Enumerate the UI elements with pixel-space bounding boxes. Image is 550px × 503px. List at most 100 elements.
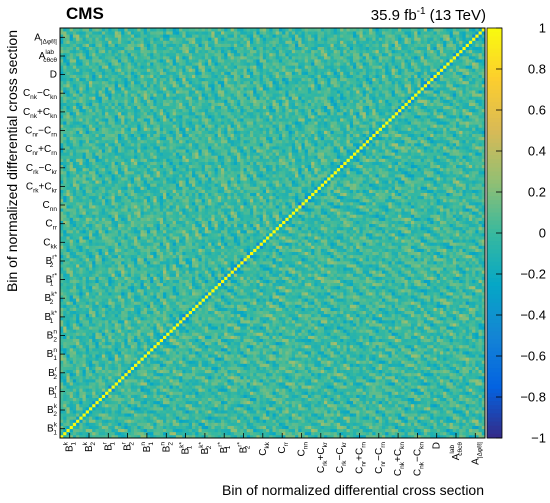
heatmap-cell	[208, 378, 212, 383]
heatmap-cell	[259, 425, 264, 430]
heatmap-cell	[130, 388, 135, 392]
heatmap-cell	[401, 425, 405, 430]
heatmap-cell	[159, 428, 164, 433]
heatmap-cell	[172, 341, 177, 346]
heatmap-cell	[105, 326, 109, 330]
heatmap-cell	[230, 341, 235, 346]
heatmap-cell	[127, 413, 132, 417]
heatmap-cell	[352, 406, 357, 411]
heatmap-cell	[150, 413, 154, 417]
heatmap-cell	[446, 397, 450, 402]
heatmap-cell	[60, 372, 64, 377]
heatmap-cell	[63, 323, 67, 327]
heatmap-cell	[269, 391, 273, 395]
heatmap-cell	[192, 335, 196, 339]
heatmap-cell	[150, 326, 154, 330]
heatmap-cell	[327, 344, 331, 349]
heatmap-cell	[140, 347, 145, 352]
heatmap-cell	[385, 419, 389, 423]
heatmap-cell	[185, 347, 190, 352]
heatmap-cell	[201, 363, 206, 367]
heatmap-cell	[204, 354, 209, 358]
heatmap-cell	[481, 391, 486, 395]
heatmap-cell	[82, 332, 87, 336]
heatmap-cell	[456, 335, 460, 339]
heatmap-cell	[311, 360, 315, 364]
heatmap-cell	[298, 326, 302, 330]
heatmap-cell	[175, 323, 180, 327]
heatmap-cell	[137, 369, 141, 374]
heatmap-cell	[246, 422, 251, 426]
heatmap-cell	[195, 360, 199, 364]
heatmap-cell	[439, 357, 444, 361]
heatmap-cell	[439, 400, 444, 405]
heatmap-cell	[340, 351, 344, 355]
heatmap-cell	[95, 344, 99, 349]
heatmap-cell	[227, 431, 231, 436]
heatmap-cell	[182, 341, 186, 346]
heatmap-cell	[295, 360, 299, 364]
heatmap-cell	[462, 375, 467, 380]
heatmap-cell	[385, 357, 389, 361]
heatmap-cell	[204, 351, 209, 355]
heatmap-cell	[169, 394, 174, 398]
heatmap-cell	[72, 419, 77, 423]
heatmap-cell	[275, 403, 280, 408]
heatmap-cell	[333, 434, 338, 439]
heatmap-cell	[134, 431, 138, 436]
heatmap-cell	[417, 372, 421, 377]
heatmap-cell	[217, 347, 222, 352]
heatmap-cell	[282, 413, 286, 417]
heatmap-cell	[343, 351, 347, 355]
heatmap-cell	[462, 360, 467, 364]
heatmap-cell	[143, 400, 148, 405]
heatmap-cell	[375, 372, 380, 377]
heatmap-cell	[179, 357, 183, 361]
heatmap-cell	[336, 323, 341, 327]
heatmap-cell	[317, 326, 322, 330]
heatmap-cell	[166, 372, 170, 377]
heatmap-cell	[282, 347, 286, 352]
heatmap-cell	[346, 338, 351, 343]
heatmap-cell	[121, 338, 125, 343]
heatmap-cell	[182, 372, 186, 377]
heatmap-cell	[324, 319, 328, 324]
heatmap-cell	[63, 329, 67, 333]
heatmap-cell	[336, 391, 341, 395]
heatmap-cell	[291, 397, 296, 402]
heatmap-cell	[446, 413, 450, 417]
heatmap-cells	[60, 28, 486, 439]
heatmap-cell	[98, 351, 103, 355]
heatmap-cell	[327, 422, 331, 426]
heatmap-cell	[259, 413, 264, 417]
heatmap-cell	[134, 422, 138, 426]
heatmap-cell	[208, 347, 212, 352]
heatmap-cell	[324, 410, 328, 414]
heatmap-cell	[60, 360, 64, 364]
heatmap-cell	[114, 369, 119, 374]
heatmap-cell	[417, 422, 421, 426]
heatmap-cell	[307, 434, 312, 439]
heatmap-cell	[237, 410, 241, 414]
heatmap-cell	[446, 326, 450, 330]
heatmap-cell	[282, 351, 286, 355]
heatmap-cell	[430, 347, 434, 352]
heatmap-cell	[478, 419, 483, 423]
heatmap-cell	[282, 416, 286, 420]
heatmap-cell	[298, 425, 302, 430]
heatmap-cell	[240, 323, 244, 327]
heatmap-cell	[82, 366, 87, 371]
heatmap-cell	[117, 375, 122, 380]
heatmap-cell	[394, 360, 399, 364]
heatmap-cell	[436, 388, 441, 392]
heatmap-cell	[182, 431, 186, 436]
heatmap-cell	[227, 422, 231, 426]
heatmap-cell	[163, 382, 167, 386]
heatmap-cell	[140, 357, 145, 361]
heatmap-cell	[76, 434, 80, 439]
heatmap-cell	[266, 323, 270, 327]
heatmap-cell	[269, 341, 273, 346]
heatmap-cell	[243, 413, 248, 417]
heatmap-cell	[182, 357, 186, 361]
heatmap-cell	[169, 425, 174, 430]
